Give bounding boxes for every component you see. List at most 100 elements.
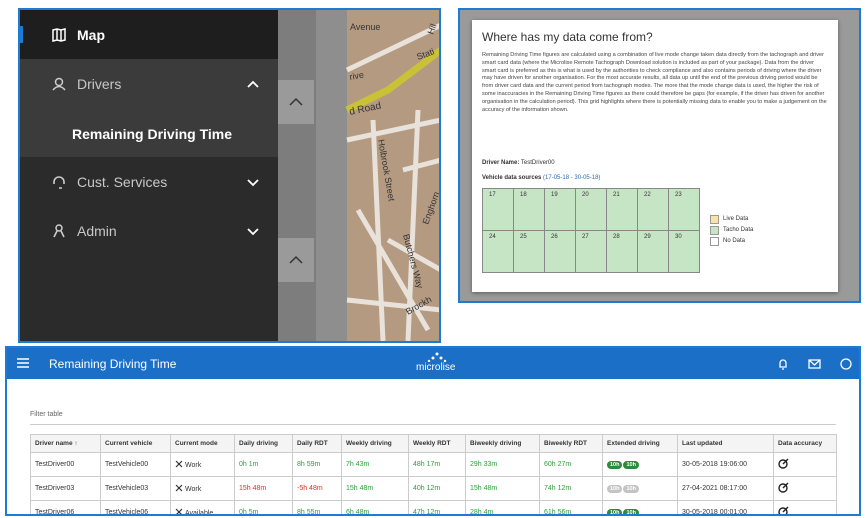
time-cell: 15h 48m (465, 476, 540, 501)
day-cell: 26 (544, 230, 576, 273)
cell: 27-04-2021 08:17:00 (677, 476, 774, 501)
cell: TestVehicle03 (100, 476, 171, 501)
time-cell: 8h 59m (292, 452, 342, 477)
accuracy-icon[interactable] (778, 506, 789, 516)
nav-label: Map (77, 26, 105, 43)
filter-label[interactable]: Filter table (30, 411, 63, 418)
column-header: Weekly driving (341, 434, 409, 453)
active-indicator (20, 26, 23, 43)
app-title: Remaining Driving Time (49, 357, 177, 371)
day-cell: 27 (575, 230, 607, 273)
mode-icon (175, 460, 183, 468)
column-header: Extended driving (602, 434, 678, 453)
legend-label: No Data (723, 238, 746, 244)
nav-label: Drivers (77, 75, 122, 92)
mode-label: Work (185, 462, 202, 469)
time-cell: -5h 48m (292, 476, 342, 501)
column-header: Driver name ↑ (30, 434, 101, 453)
nav-item[interactable]: Admin (20, 206, 278, 255)
app-panel: Remaining Driving Time microlise Filter … (5, 346, 861, 516)
time-cell: 61h 56m (539, 500, 603, 514)
street-label: Hil (425, 22, 438, 35)
logo-mark (427, 352, 447, 362)
map: Avenue Stati rive d Road Holbrook Street… (278, 10, 439, 341)
legend-swatch (710, 237, 719, 246)
column-header: Current vehicle (100, 434, 171, 453)
filter-underline (30, 424, 836, 425)
value: TestDriver00 (520, 160, 555, 166)
table-row: TestDriver00 TestVehicle00 Work 0h 1m 8h 59m… (30, 452, 837, 477)
menu-icon[interactable] (17, 358, 29, 368)
headset-icon (53, 175, 65, 189)
legend-label: Live Data (723, 216, 749, 222)
mode-label: Available (185, 510, 214, 516)
day-cell: 29 (637, 230, 669, 273)
day-cell: 24 (482, 230, 514, 273)
nav-item[interactable]: Map (20, 10, 278, 59)
time-cell: 74h 12m (539, 476, 603, 501)
day-cell: 19 (544, 188, 576, 231)
badge: 10h (607, 508, 623, 514)
chevron-down (247, 178, 259, 186)
nav-item[interactable]: Drivers (20, 59, 278, 108)
cell (773, 452, 837, 477)
nav-subitem[interactable]: Remaining Driving Time (20, 109, 278, 158)
dialog: Where has my data come from? Remaining D… (472, 20, 838, 292)
nav-label: Cust. Services (77, 173, 168, 190)
time-cell: 28h 4m (465, 500, 540, 514)
dialog-body: Remaining Driving Time figures are calcu… (482, 52, 827, 113)
column-header: Current mode (170, 434, 235, 453)
admin-icon (53, 223, 65, 237)
legend-label: Tacho Data (723, 227, 754, 233)
app-header: Remaining Driving Time microlise (7, 348, 859, 379)
cell: Work (170, 452, 235, 477)
cell: TestDriver03 (30, 476, 101, 501)
cell: 10h 10h (602, 452, 678, 477)
time-cell: 15h 48m (234, 476, 293, 501)
day-cell: 30 (668, 230, 700, 273)
cell: 10h 10h (602, 476, 678, 501)
time-cell: 29h 33m (465, 452, 540, 477)
accuracy-icon[interactable] (778, 482, 789, 493)
time-cell: 47h 12m (408, 500, 466, 514)
legend-swatch (710, 215, 719, 224)
time-cell: 60h 27m (539, 452, 603, 477)
time-cell: 0h 5m (234, 500, 293, 514)
mode-label: Work (185, 486, 202, 493)
badge: 10h (623, 484, 639, 493)
time-cell: 0h 1m (234, 452, 293, 477)
street-label: Avenue (350, 22, 380, 32)
time-cell: 15h 48m (341, 476, 409, 501)
nav-label: Admin (77, 222, 117, 239)
map-icon (52, 27, 66, 42)
cell: TestDriver00 (30, 452, 101, 477)
time-cell: 40h 12m (408, 476, 466, 501)
day-cell: 28 (606, 230, 638, 273)
label: Vehicle data sources (482, 175, 542, 181)
day-cell: 23 (668, 188, 700, 231)
day-cell: 18 (513, 188, 545, 231)
table-row: TestDriver03 TestVehicle03 Work 15h 48m -5h … (30, 476, 837, 501)
table-row: TestDriver06 TestVehicle06 Available 0h 5m 8… (30, 500, 837, 516)
header-icons[interactable] (777, 358, 857, 370)
dialog-panel: Where has my data come from? Remaining D… (458, 8, 861, 303)
cell: Available (170, 500, 235, 516)
day-cell: 25 (513, 230, 545, 273)
legend-swatch (710, 226, 719, 235)
mode-icon (175, 508, 183, 514)
accuracy-icon[interactable] (778, 458, 789, 469)
nav-label: Remaining Driving Time (72, 125, 232, 142)
day-cell: 20 (575, 188, 607, 231)
nav-item[interactable]: Cust. Services (20, 157, 278, 206)
column-header: Biweekly driving (465, 434, 540, 453)
drivers-icon (52, 77, 66, 91)
cell: 30-05-2018 19:06:00 (677, 452, 774, 477)
time-cell: 48h 17m (408, 452, 466, 477)
chevron-down (247, 227, 259, 235)
badge: 10h (607, 460, 623, 469)
data-table: Driver name ↑ Current vehicle Current mode… (30, 434, 837, 516)
badge: 10h (623, 508, 639, 514)
column-header: Daily RDT (292, 434, 342, 453)
sidebar: Map Drivers Remaining Driving Time Cust.… (20, 10, 278, 341)
